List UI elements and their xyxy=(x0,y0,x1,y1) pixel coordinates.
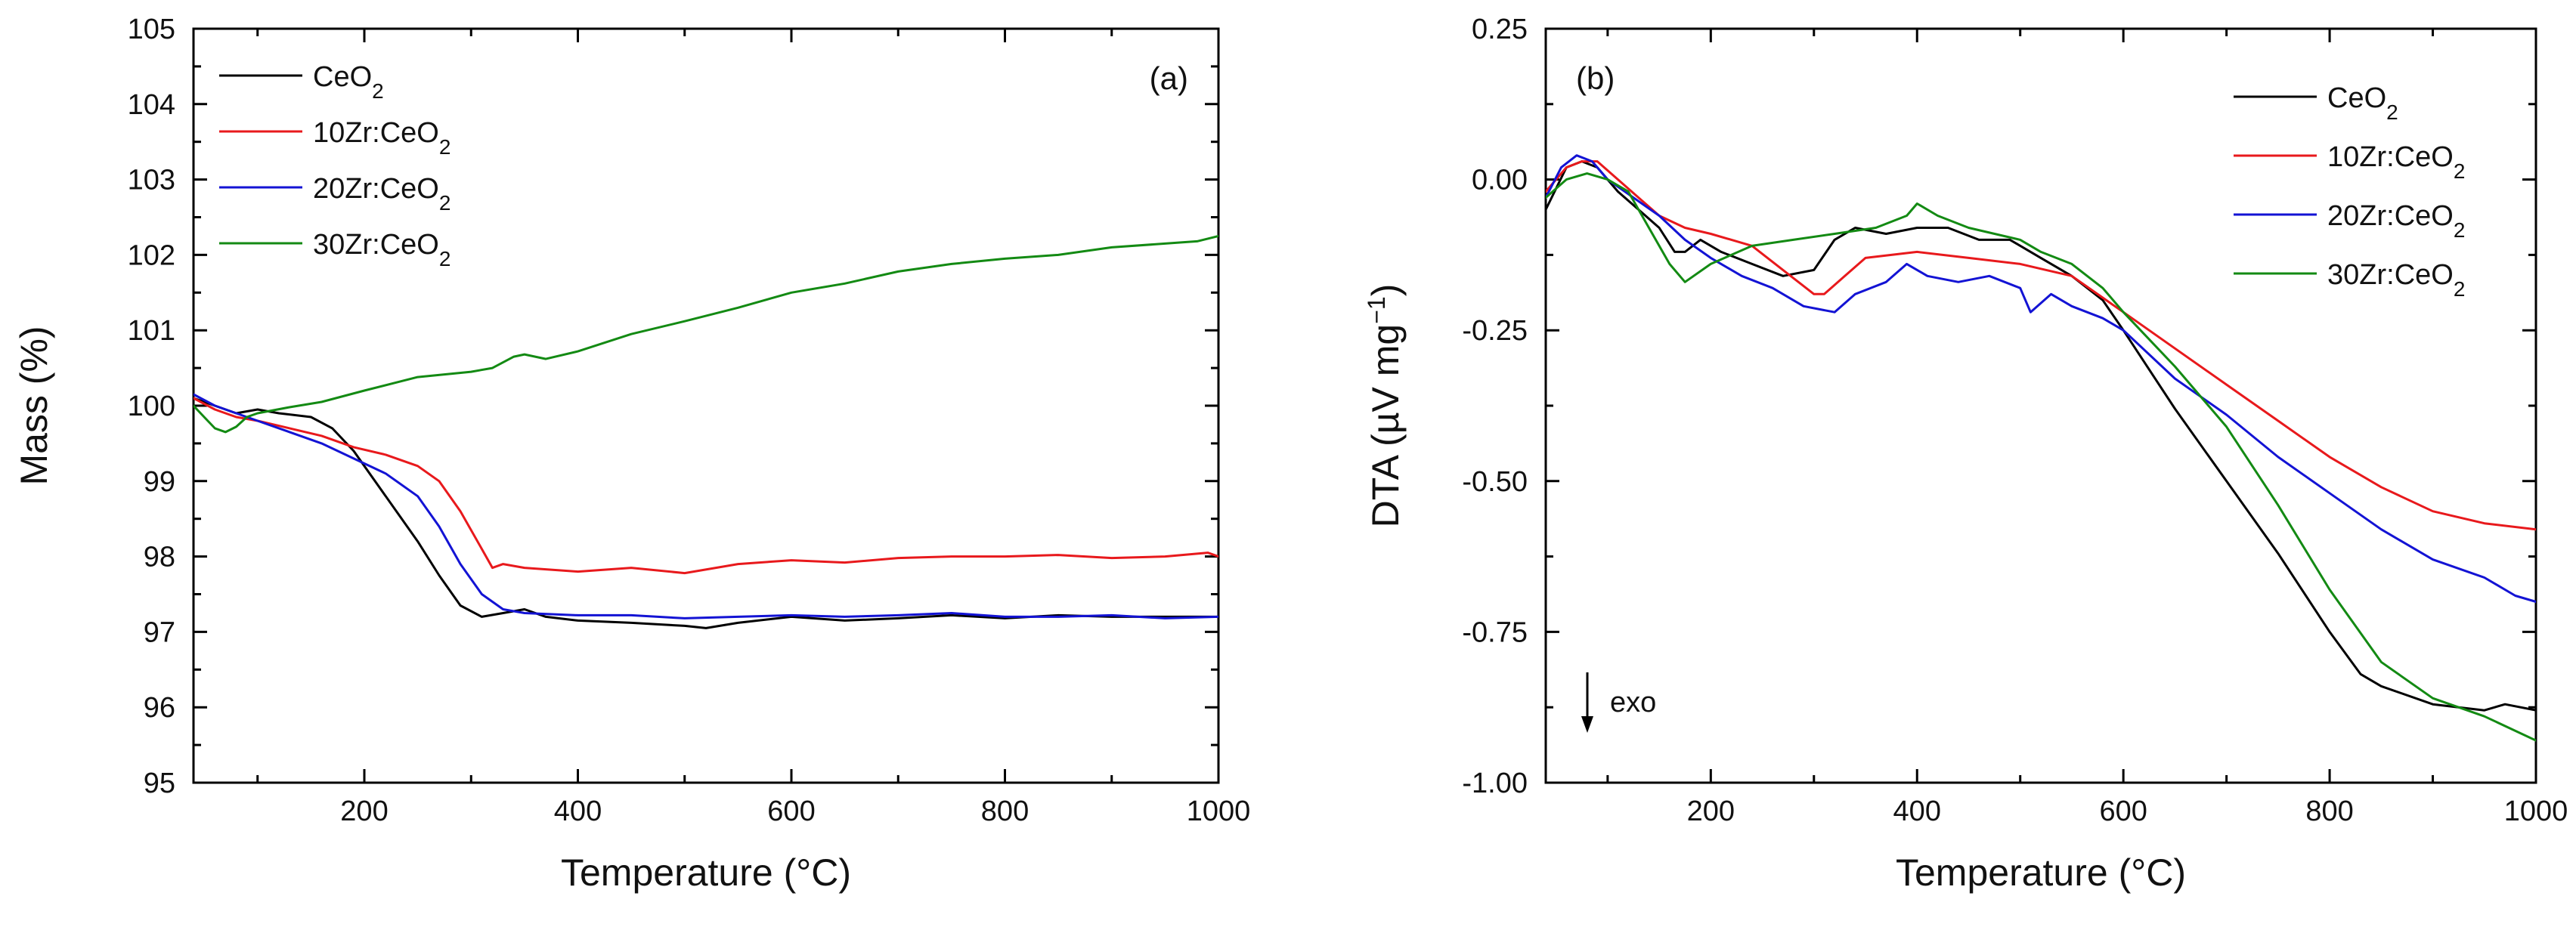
panel-a-xtick-label: 400 xyxy=(554,796,602,827)
panel-a-series-10zrceo2 xyxy=(194,397,1218,575)
panel-b-tag: (b) xyxy=(1576,60,1615,96)
panel-a-series-20zrceo2 xyxy=(194,393,1218,619)
panel-b-ytick-label: -0.50 xyxy=(1462,466,1528,498)
panel-b-ytick-label: 0.25 xyxy=(1472,14,1528,45)
panel-a-series-ceo2 xyxy=(194,397,1218,629)
panel-b-xtick-label: 400 xyxy=(1893,796,1941,827)
legend-label-sub: 2 xyxy=(439,135,451,159)
panel-b-x-axis-title: Temperature (°C) xyxy=(1896,851,2186,894)
panel-b-series-10zrceo2 xyxy=(1546,160,2536,531)
panel-a-ytick-label: 105 xyxy=(128,14,175,45)
panel-a-legend-label: 30Zr:CeO2 xyxy=(313,229,450,270)
panel-b-ytick-label: -0.25 xyxy=(1462,315,1528,347)
legend-label-base: CeO xyxy=(2327,82,2386,114)
panel-b-xtick-label: 200 xyxy=(1687,796,1735,827)
panel-a-series-30zrceo2 xyxy=(194,235,1218,434)
panel-b-legend-label: 10Zr:CeO2 xyxy=(2327,141,2465,183)
panel-b-series-ceo2 xyxy=(1546,160,2536,712)
panel-a-y-axis-title: Mass (%) xyxy=(13,326,55,485)
legend-label-base: CeO xyxy=(313,61,372,93)
ylabel-part: ) xyxy=(1364,284,1407,297)
legend-label-sub: 2 xyxy=(2386,100,2398,124)
ylabel-sup: −1 xyxy=(1363,296,1390,323)
panel-a-legend-label: CeO2 xyxy=(313,61,384,103)
legend-label-sub: 2 xyxy=(2454,277,2466,301)
panel-a-ytick-label: 99 xyxy=(144,466,175,498)
legend-label-sub: 2 xyxy=(372,79,384,103)
legend-label-base: 30Zr:CeO xyxy=(2327,259,2454,291)
panel-b-series-20zrceo2 xyxy=(1546,154,2536,603)
panel-a-legend-label: 20Zr:CeO2 xyxy=(313,173,450,215)
panel-b-y-axis-title: DTA (µV mg−1) xyxy=(1363,284,1407,528)
ylabel-part: DTA ( xyxy=(1364,434,1407,527)
legend-label-base: 20Zr:CeO xyxy=(2327,200,2454,232)
panel-a-xtick-label: 1000 xyxy=(1187,796,1251,827)
panel-a-ytick-label: 96 xyxy=(144,692,175,724)
panel-b-xtick-label: 1000 xyxy=(2504,796,2568,827)
legend-label-base: 20Zr:CeO xyxy=(313,173,439,205)
panel-b-legend-label: 30Zr:CeO2 xyxy=(2327,259,2465,301)
legend-label-sub: 2 xyxy=(439,247,451,270)
panel-b-legend-label: 20Zr:CeO2 xyxy=(2327,200,2465,242)
panel-b-legend-label: CeO2 xyxy=(2327,82,2398,124)
panel-a-ytick-label: 104 xyxy=(128,89,175,121)
legend-label-base: 10Zr:CeO xyxy=(313,117,439,149)
panel-b-ytick-label: -0.75 xyxy=(1462,616,1528,648)
legend-label-sub: 2 xyxy=(439,191,451,215)
panel-a-xtick-label: 600 xyxy=(767,796,815,827)
panel-a-xtick-label: 200 xyxy=(340,796,388,827)
panel-a-ytick-label: 95 xyxy=(144,768,175,799)
panel-a-ytick-label: 102 xyxy=(128,239,175,271)
legend-label-base: 30Zr:CeO xyxy=(313,229,439,261)
panel-b-ytick-label: -1.00 xyxy=(1462,768,1528,799)
panel-b-ytick-label: 0.00 xyxy=(1472,165,1528,196)
ylabel-part: V mg xyxy=(1364,324,1407,412)
exo-annotation: exo xyxy=(1610,687,1656,718)
panel-b-series-30zrceo2 xyxy=(1546,172,2536,742)
panel-b-xtick-label: 800 xyxy=(2305,796,2353,827)
panel-b: 200 400 600 800 1000 -1.00 -0.75 -0.50 -0.25 0.00… xyxy=(1363,14,2568,894)
ylabel-mu: µ xyxy=(1364,412,1407,434)
panel-a-ytick-label: 101 xyxy=(128,315,175,347)
panel-a-ytick-label: 103 xyxy=(128,165,175,196)
legend-label-sub: 2 xyxy=(2454,218,2466,242)
legend-label-sub: 2 xyxy=(2454,159,2466,183)
exo-arrow-head xyxy=(1581,716,1593,733)
legend-label-base: 10Zr:CeO xyxy=(2327,141,2454,173)
panel-a-ytick-label: 100 xyxy=(128,391,175,422)
panel-a-ytick-label: 97 xyxy=(144,616,175,648)
panel-a-legend-label: 10Zr:CeO2 xyxy=(313,117,450,159)
panel-b-xtick-label: 600 xyxy=(2099,796,2147,827)
panel-a-xtick-label: 800 xyxy=(981,796,1029,827)
panel-a-tag: (a) xyxy=(1150,60,1188,96)
panel-a: 200 400 600 800 1000 95 96 97 98 99 100 101 102 103 10… xyxy=(13,14,1250,894)
panel-a-x-axis-title: Temperature (°C) xyxy=(561,851,851,894)
panel-a-ytick-label: 98 xyxy=(144,542,175,573)
